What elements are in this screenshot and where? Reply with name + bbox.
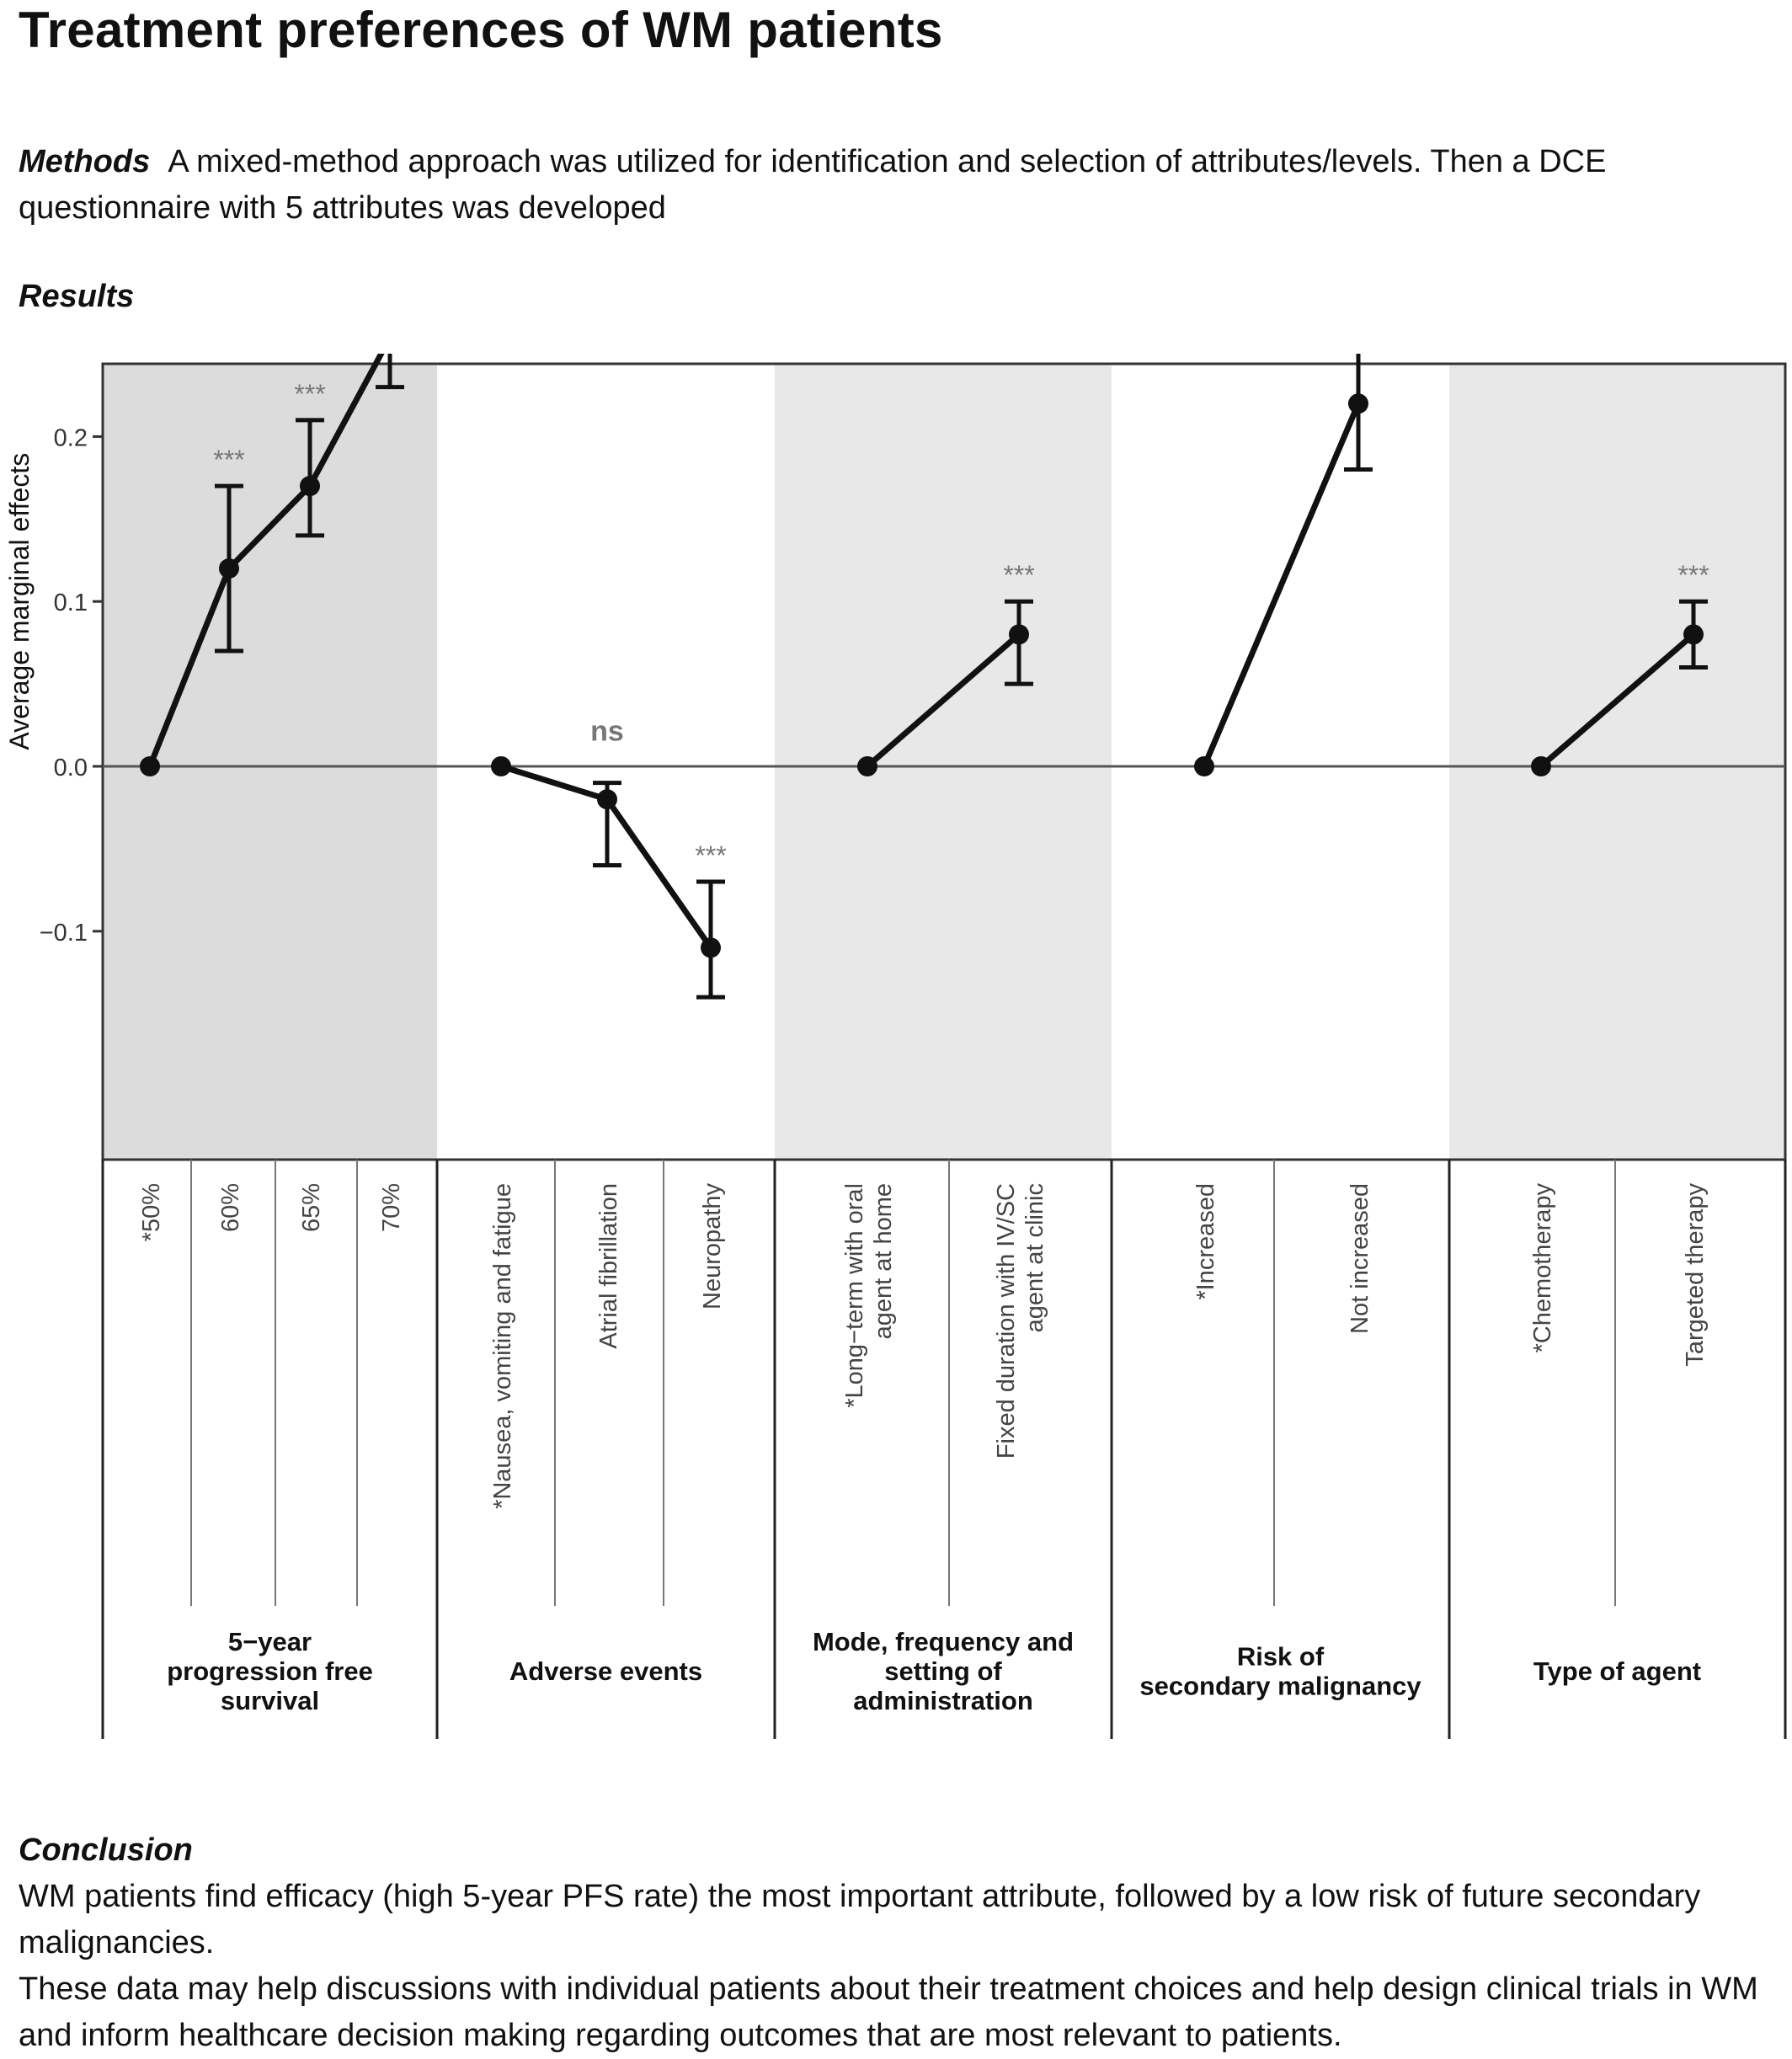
panel-background bbox=[1449, 364, 1785, 1160]
conclusion-text-1: WM patients find efficacy (high 5-year P… bbox=[19, 1879, 1701, 1960]
series-line bbox=[1201, 402, 1362, 768]
data-point bbox=[300, 476, 320, 497]
level-label: *Nausea, vomiting and fatigue bbox=[489, 1183, 516, 1509]
page-title: Treatment preferences of WM patients bbox=[19, 2, 943, 58]
level-label: agent at home bbox=[870, 1183, 897, 1339]
level-label: Fixed duration with IV/SC bbox=[993, 1183, 1020, 1459]
y-tick-label: −0.1 bbox=[40, 920, 88, 947]
level-label: *50% bbox=[138, 1183, 165, 1241]
level-label: Targeted therapy bbox=[1682, 1183, 1709, 1367]
significance-label: *** bbox=[294, 379, 325, 409]
y-axis-label: Average marginal effects bbox=[4, 453, 35, 750]
data-point bbox=[701, 937, 721, 958]
level-label: 65% bbox=[298, 1183, 325, 1232]
significance-label: *** bbox=[1677, 560, 1709, 590]
level-label: agent at clinic bbox=[1021, 1183, 1048, 1332]
panel-background bbox=[775, 364, 1112, 1160]
results-heading: Results bbox=[19, 279, 135, 314]
data-point bbox=[140, 756, 160, 776]
data-point bbox=[1009, 624, 1029, 645]
group-label: progression free bbox=[167, 1656, 373, 1686]
level-label: 70% bbox=[378, 1183, 405, 1232]
plot-frame bbox=[101, 362, 1787, 1161]
series-line bbox=[865, 632, 1021, 769]
significance-label: *** bbox=[213, 445, 244, 475]
level-label: Neuropathy bbox=[699, 1183, 726, 1310]
panel-background bbox=[437, 364, 775, 1160]
data-point bbox=[1194, 756, 1214, 776]
level-label: Not increased bbox=[1347, 1183, 1373, 1334]
group-label: secondary malignancy bbox=[1139, 1672, 1421, 1701]
conclusion-heading: Conclusion bbox=[19, 1832, 193, 1868]
group-label: 5−year bbox=[228, 1627, 312, 1656]
data-point bbox=[1683, 624, 1704, 645]
level-label: *Chemotherapy bbox=[1529, 1183, 1556, 1353]
level-label: Atrial fibrillation bbox=[595, 1183, 622, 1349]
y-tick-label: 0.0 bbox=[54, 755, 88, 781]
level-label: *Increased bbox=[1192, 1183, 1219, 1300]
group-label: setting of bbox=[884, 1656, 1002, 1686]
y-tick-label: 0.1 bbox=[54, 589, 88, 616]
level-label: 60% bbox=[217, 1183, 244, 1232]
significance-label: *** bbox=[1003, 560, 1034, 590]
significance-label: ns bbox=[590, 716, 624, 748]
methods-text: A mixed-method approach was utilized for… bbox=[19, 144, 1607, 226]
data-point bbox=[491, 756, 511, 776]
group-label: Type of agent bbox=[1533, 1656, 1701, 1686]
data-point bbox=[219, 558, 239, 579]
level-label: *Long−term with oral bbox=[841, 1183, 868, 1408]
group-label: survival bbox=[221, 1686, 319, 1715]
data-point bbox=[857, 756, 877, 776]
y-tick-label: 0.2 bbox=[54, 424, 88, 451]
data-point bbox=[1348, 393, 1368, 414]
data-point bbox=[1531, 756, 1551, 776]
significance-label: *** bbox=[695, 840, 726, 871]
group-label: Adverse events bbox=[509, 1656, 702, 1686]
conclusion-text-2: These data may help discussions with ind… bbox=[19, 1971, 1758, 2053]
data-point bbox=[597, 789, 617, 810]
group-label: administration bbox=[853, 1686, 1033, 1715]
group-label: Risk of bbox=[1237, 1642, 1325, 1672]
series-line bbox=[1539, 632, 1696, 769]
group-label: Mode, frequency and bbox=[813, 1627, 1074, 1656]
methods-paragraph: Methods A mixed-method approach was util… bbox=[19, 139, 1753, 232]
series-line bbox=[147, 354, 385, 768]
panel-background bbox=[1112, 364, 1449, 1160]
methods-label: Methods bbox=[19, 144, 151, 179]
